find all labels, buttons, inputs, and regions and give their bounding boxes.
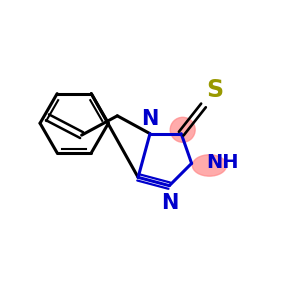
Ellipse shape (192, 155, 226, 176)
Text: N: N (141, 110, 158, 130)
Circle shape (170, 117, 195, 142)
Text: NH: NH (206, 153, 238, 172)
Text: N: N (161, 193, 179, 213)
Text: S: S (206, 78, 223, 102)
